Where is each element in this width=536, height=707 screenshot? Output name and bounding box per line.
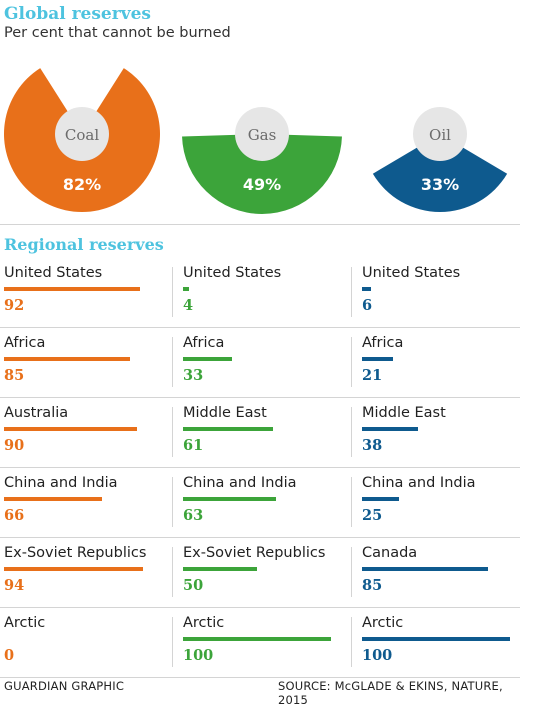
gas-region-value: 100 bbox=[183, 647, 214, 664]
oil-region-value: 25 bbox=[362, 507, 383, 524]
gas-region-value: 4 bbox=[183, 297, 194, 314]
oil-region-label: China and India bbox=[362, 475, 476, 491]
column-divider bbox=[172, 337, 173, 387]
gas-region-label: China and India bbox=[183, 475, 297, 491]
oil-pie-slice bbox=[372, 134, 508, 213]
column-divider bbox=[172, 547, 173, 597]
coal-region-value: 92 bbox=[4, 297, 25, 314]
gas-region-label: United States bbox=[183, 265, 282, 281]
gas-pie-value: 49% bbox=[243, 175, 281, 194]
gas-region-bar bbox=[183, 567, 257, 571]
oil-region-bar bbox=[362, 637, 510, 641]
column-divider bbox=[351, 477, 352, 527]
gas-pie-label: Gas bbox=[248, 126, 277, 144]
column-divider bbox=[351, 267, 352, 317]
coal-pie-label: Coal bbox=[65, 126, 99, 144]
coal-region-label: Arctic bbox=[4, 615, 46, 631]
gas-region-bar bbox=[183, 637, 331, 641]
gas-region-label: Ex-Soviet Republics bbox=[183, 545, 326, 561]
column-divider bbox=[351, 617, 352, 667]
coal-region-value: 0 bbox=[4, 647, 15, 664]
oil-region-bar bbox=[362, 427, 418, 431]
gas-region-bar bbox=[183, 427, 273, 431]
column-divider bbox=[172, 267, 173, 317]
gas-region-label: Africa bbox=[183, 335, 225, 351]
gas-region-bar bbox=[183, 497, 276, 501]
row-divider bbox=[0, 327, 520, 328]
oil-region-bar bbox=[362, 497, 399, 501]
footer-credit: GUARDIAN GRAPHIC bbox=[4, 679, 125, 693]
oil-region-value: 21 bbox=[362, 367, 383, 384]
column-divider bbox=[351, 407, 352, 457]
oil-pie-label: Oil bbox=[429, 126, 451, 144]
coal-region-bar bbox=[4, 567, 143, 571]
column-divider bbox=[351, 337, 352, 387]
coal-region-value: 94 bbox=[4, 577, 25, 594]
oil-region-label: Africa bbox=[362, 335, 404, 351]
gas-region-value: 61 bbox=[183, 437, 204, 454]
gas-region-label: Middle East bbox=[183, 405, 267, 421]
column-divider bbox=[351, 547, 352, 597]
oil-region-bar bbox=[362, 567, 488, 571]
oil-region-value: 85 bbox=[362, 577, 383, 594]
gas-pie-slice bbox=[182, 134, 342, 214]
oil-region-bar bbox=[362, 357, 393, 361]
coal-region-bar bbox=[4, 357, 130, 361]
gas-region-bar bbox=[183, 287, 189, 291]
footer-source: SOURCE: McGLADE & EKINS, NATURE, 2015 bbox=[278, 679, 503, 707]
oil-region-value: 38 bbox=[362, 437, 383, 454]
gas-region-value: 50 bbox=[183, 577, 204, 594]
oil-region-label: Middle East bbox=[362, 405, 446, 421]
coal-region-value: 90 bbox=[4, 437, 25, 454]
coal-region-label: Africa bbox=[4, 335, 46, 351]
coal-pie-centre bbox=[55, 107, 109, 161]
coal-region-bar bbox=[4, 427, 137, 431]
divider bbox=[0, 224, 520, 225]
coal-region-value: 85 bbox=[4, 367, 25, 384]
gas-region-value: 33 bbox=[183, 367, 204, 384]
oil-region-bar bbox=[362, 287, 371, 291]
coal-pie-value: 82% bbox=[63, 175, 101, 194]
row-divider bbox=[0, 537, 520, 538]
oil-pie-value: 33% bbox=[421, 175, 459, 194]
oil-region-value: 6 bbox=[362, 297, 373, 314]
gas-pie-centre bbox=[235, 107, 289, 161]
row-divider bbox=[0, 467, 520, 468]
column-divider bbox=[172, 477, 173, 527]
row-divider bbox=[0, 607, 520, 608]
coal-region-label: Ex-Soviet Republics bbox=[4, 545, 147, 561]
gas-region-value: 63 bbox=[183, 507, 204, 524]
chart-title: Global reserves bbox=[4, 4, 151, 24]
coal-region-label: Australia bbox=[4, 405, 69, 421]
oil-region-label: United States bbox=[362, 265, 461, 281]
coal-region-label: China and India bbox=[4, 475, 118, 491]
oil-region-label: Canada bbox=[362, 545, 418, 561]
row-divider bbox=[0, 397, 520, 398]
coal-region-label: United States bbox=[4, 265, 103, 281]
coal-region-bar bbox=[4, 497, 102, 501]
chart-subtitle: Per cent that cannot be burned bbox=[4, 25, 231, 41]
regional-reserves-title: Regional reserves bbox=[4, 235, 164, 254]
global-reserves-pies: Coal 82% Gas 49% Oil 33% bbox=[3, 68, 508, 214]
oil-region-value: 100 bbox=[362, 647, 393, 664]
column-divider bbox=[172, 407, 173, 457]
gas-region-bar bbox=[183, 357, 232, 361]
oil-region-label: Arctic bbox=[362, 615, 404, 631]
column-divider bbox=[172, 617, 173, 667]
oil-pie-centre bbox=[413, 107, 467, 161]
gas-region-label: Arctic bbox=[183, 615, 225, 631]
row-divider bbox=[0, 677, 520, 678]
coal-region-bar bbox=[4, 287, 140, 291]
coal-region-value: 66 bbox=[4, 507, 25, 524]
